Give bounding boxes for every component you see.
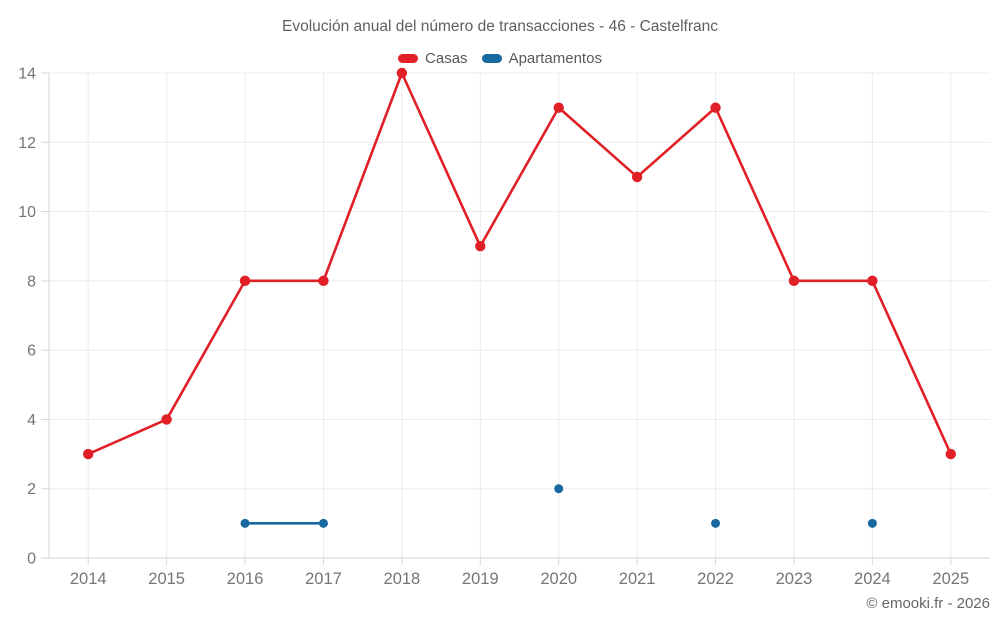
data-point-casas[interactable] — [475, 241, 486, 252]
y-axis-label: 2 — [27, 481, 36, 498]
y-axis-label: 8 — [27, 273, 36, 290]
series-line-casas — [86, 71, 953, 456]
y-axis-label: 10 — [18, 204, 36, 221]
data-point-casas[interactable] — [867, 275, 878, 287]
legend-label-casas: Casas — [425, 49, 468, 67]
legend-label-apartamentos: Apartamentos — [508, 49, 602, 67]
data-point-casas[interactable] — [83, 448, 94, 460]
chart-title: Evolución anual del número de transaccio… — [282, 18, 718, 35]
y-axis-label: 12 — [18, 135, 36, 152]
y-axis-label: 4 — [27, 412, 36, 429]
x-axis-label: 2017 — [305, 570, 342, 588]
x-axis-label: 2020 — [540, 570, 577, 588]
data-point-casas[interactable] — [788, 275, 800, 287]
data-point-casas[interactable] — [710, 102, 721, 113]
y-axis-label: 14 — [18, 66, 36, 83]
data-point-casas[interactable] — [161, 414, 172, 425]
x-axis-label: 2021 — [619, 570, 656, 588]
legend-item-casas[interactable]: Casas — [398, 50, 468, 67]
legend: Casas Apartamentos — [0, 48, 1000, 68]
y-axis-label: 0 — [27, 551, 36, 568]
data-point-apartamentos[interactable] — [318, 518, 328, 528]
x-axis-label: 2022 — [697, 570, 734, 588]
copyright-credit: © emooki.fr - 2026 — [866, 595, 990, 612]
x-axis-label: 2015 — [148, 570, 185, 588]
x-axis-label: 2024 — [854, 570, 891, 588]
x-axis-label: 2014 — [70, 570, 107, 588]
data-point-apartamentos[interactable] — [554, 484, 564, 494]
data-point-casas[interactable] — [553, 102, 564, 113]
data-point-casas[interactable] — [631, 171, 643, 183]
x-axis-label: 2023 — [776, 570, 813, 588]
y-axis-label: 6 — [27, 343, 36, 360]
x-axis-label: 2016 — [227, 570, 264, 588]
data-point-apartamentos[interactable] — [240, 518, 250, 528]
data-point-casas[interactable] — [318, 275, 329, 287]
x-axis-label: 2019 — [462, 570, 499, 588]
casas-legend-marker-icon — [398, 53, 419, 63]
x-axis-label: 2025 — [932, 570, 969, 588]
data-point-apartamentos[interactable] — [867, 518, 877, 528]
apartamentos-legend-marker-icon — [481, 53, 502, 63]
data-point-casas[interactable] — [396, 67, 408, 79]
data-point-casas[interactable] — [945, 448, 956, 460]
x-axis-label: 2018 — [384, 570, 421, 588]
data-point-casas[interactable] — [239, 275, 251, 287]
legend-item-apartamentos[interactable]: Apartamentos — [481, 49, 602, 67]
data-point-apartamentos[interactable] — [711, 518, 721, 528]
